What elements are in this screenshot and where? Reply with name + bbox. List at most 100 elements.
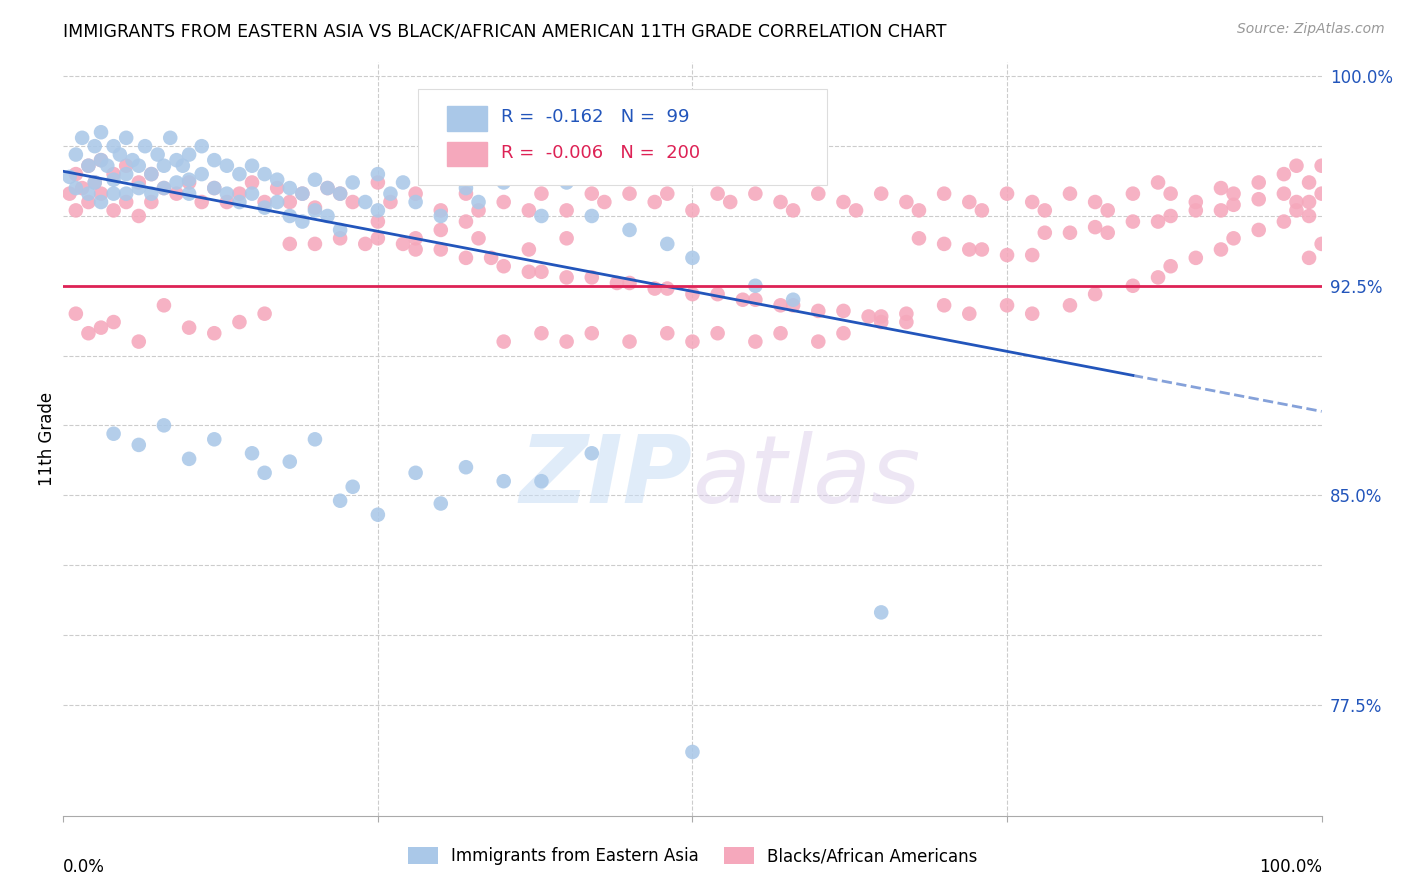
Point xyxy=(392,236,415,251)
Point xyxy=(342,194,364,209)
Point xyxy=(870,310,893,324)
Point xyxy=(367,203,389,218)
Text: R =  -0.006   N =  200: R = -0.006 N = 200 xyxy=(501,144,700,161)
Point xyxy=(970,243,993,257)
Point xyxy=(1122,214,1144,228)
Point xyxy=(908,203,931,218)
Point xyxy=(146,147,169,161)
Point xyxy=(77,159,100,173)
Text: ZIP: ZIP xyxy=(520,431,693,523)
Point xyxy=(517,243,540,257)
Point xyxy=(1059,186,1081,201)
Point xyxy=(83,139,105,153)
Point xyxy=(103,315,125,329)
Point xyxy=(957,307,980,321)
Point xyxy=(141,167,163,181)
Point xyxy=(430,223,453,237)
Point xyxy=(1021,194,1043,209)
Point xyxy=(1298,176,1320,190)
Point xyxy=(405,466,427,480)
Point xyxy=(430,243,453,257)
Point xyxy=(454,181,477,195)
Point xyxy=(77,186,100,201)
Point xyxy=(316,181,339,195)
Point xyxy=(329,231,352,245)
Point xyxy=(657,281,679,295)
Point xyxy=(1160,186,1182,201)
Point xyxy=(1285,194,1308,209)
Point xyxy=(228,167,250,181)
Point xyxy=(253,201,276,215)
Point xyxy=(1084,220,1107,235)
Point xyxy=(782,293,804,307)
Point xyxy=(479,251,502,265)
Point xyxy=(706,326,728,341)
Point xyxy=(1272,214,1295,228)
Point xyxy=(807,186,830,201)
Point xyxy=(492,176,515,190)
Point xyxy=(858,310,880,324)
Point xyxy=(392,176,415,190)
Point xyxy=(329,493,352,508)
Point xyxy=(430,159,453,173)
Point xyxy=(179,451,201,466)
Point xyxy=(367,176,389,190)
Point xyxy=(619,276,641,290)
Point xyxy=(1310,236,1333,251)
Point xyxy=(96,159,118,173)
Point xyxy=(492,259,515,273)
Point xyxy=(870,315,893,329)
Point xyxy=(581,186,603,201)
Point xyxy=(744,293,766,307)
Point xyxy=(530,326,553,341)
Point xyxy=(405,194,427,209)
Point xyxy=(367,167,389,181)
Point xyxy=(103,186,125,201)
Point xyxy=(1310,186,1333,201)
Point xyxy=(1059,226,1081,240)
Point xyxy=(870,186,893,201)
Point xyxy=(65,307,87,321)
Point xyxy=(128,209,150,223)
Text: Source: ZipAtlas.com: Source: ZipAtlas.com xyxy=(1237,22,1385,37)
Point xyxy=(367,508,389,522)
Point xyxy=(128,159,150,173)
Point xyxy=(530,265,553,279)
Point xyxy=(1310,159,1333,173)
Point xyxy=(555,270,578,285)
Point xyxy=(1122,278,1144,293)
Point xyxy=(995,186,1018,201)
Point xyxy=(934,298,956,312)
Point xyxy=(718,194,741,209)
Point xyxy=(115,131,138,145)
Text: atlas: atlas xyxy=(693,432,921,523)
Point xyxy=(934,186,956,201)
Point xyxy=(190,194,212,209)
Point xyxy=(153,181,176,195)
Point xyxy=(202,433,225,447)
Point xyxy=(103,172,125,186)
Point xyxy=(65,167,87,181)
Point xyxy=(619,334,641,349)
Point xyxy=(581,446,603,460)
Point xyxy=(90,153,112,168)
Point xyxy=(291,186,314,201)
Point xyxy=(179,186,201,201)
Bar xyxy=(447,106,488,131)
Point xyxy=(304,201,326,215)
Point xyxy=(342,176,364,190)
Point xyxy=(1285,159,1308,173)
Point xyxy=(619,223,641,237)
Point xyxy=(782,298,804,312)
Point xyxy=(278,455,301,469)
Point xyxy=(90,186,112,201)
Point xyxy=(1160,259,1182,273)
Point xyxy=(1298,194,1320,209)
Point xyxy=(405,186,427,201)
Text: 100.0%: 100.0% xyxy=(1258,857,1322,876)
Bar xyxy=(447,142,488,167)
Point xyxy=(467,194,489,209)
Point xyxy=(103,203,125,218)
Text: 0.0%: 0.0% xyxy=(63,857,105,876)
Point xyxy=(995,248,1018,262)
